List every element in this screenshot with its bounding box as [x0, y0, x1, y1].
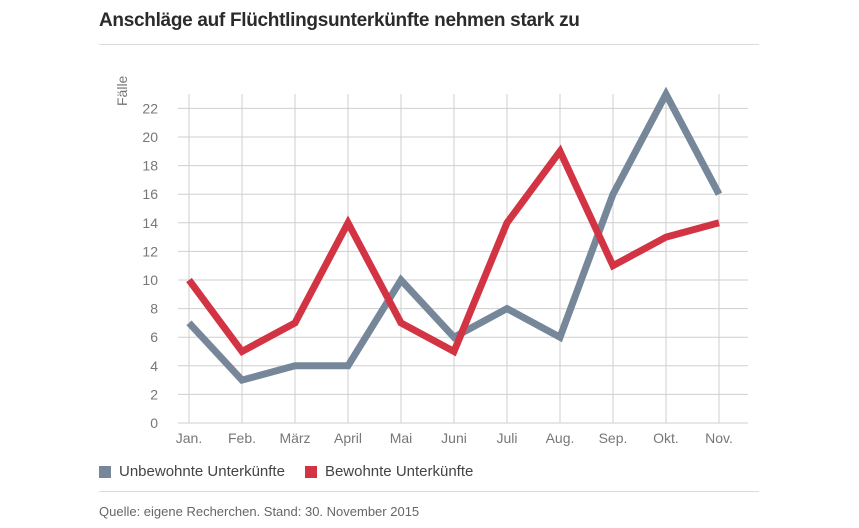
y-tick-label: 6 — [150, 329, 158, 345]
y-tick-label: 18 — [142, 158, 158, 174]
legend-swatch — [99, 465, 111, 478]
x-tick-label: Mai — [390, 430, 413, 446]
x-tick-label: Aug. — [546, 430, 575, 446]
y-tick-label: 16 — [142, 186, 158, 202]
legend-item-bewohnte: Bewohnte Unterkünfte — [304, 463, 474, 480]
legend-swatch — [304, 465, 317, 478]
x-tick-labels: Jan. Feb. März April Mai Juni Juli Aug. Sep. Okt.… — [176, 430, 733, 446]
y-tick-label: 14 — [142, 215, 158, 231]
chart-title: Anschläge auf Flüchtlingsunterkünfte neh… — [99, 10, 580, 31]
legend-item-unbewohnte: Unbewohnte Unterkünfte — [99, 463, 285, 480]
series-line-unbewohnte — [186, 86, 723, 385]
source-note: Quelle: eigene Recherchen. Stand: 30. No… — [99, 504, 420, 519]
x-tick-label: Feb. — [228, 430, 256, 446]
legend: Unbewohnte Unterkünfte Bewohnte Unterkün… — [99, 463, 493, 480]
footer-divider — [99, 491, 759, 492]
y-tick-label: 22 — [142, 100, 158, 116]
legend-label: Bewohnte Unterkünfte — [324, 463, 474, 480]
x-tick-label: Okt. — [653, 430, 679, 446]
x-tick-label: Sep. — [599, 430, 628, 446]
y-tick-label: 2 — [150, 386, 158, 402]
title-divider — [99, 44, 759, 45]
legend-label: Unbewohnte Unterkünfte — [119, 463, 285, 480]
y-tick-label: 20 — [142, 129, 158, 145]
y-tick-label: 8 — [150, 301, 158, 317]
x-tick-label: Jan. — [176, 430, 202, 446]
x-tick-label: April — [334, 430, 362, 446]
y-axis-label: Fälle — [114, 75, 130, 106]
x-tick-label: Nov. — [705, 430, 733, 446]
x-tick-label: Juni — [441, 430, 467, 446]
x-tick-label: März — [279, 430, 310, 446]
y-tick-label: 4 — [150, 358, 158, 374]
y-tick-label: 0 — [150, 415, 158, 431]
x-tick-label: Juli — [496, 430, 517, 446]
series-lines — [186, 86, 723, 385]
y-tick-labels: 0 2 4 6 8 10 12 14 16 18 20 22 — [142, 100, 158, 431]
series-line-bewohnte — [186, 144, 720, 357]
y-tick-label: 12 — [142, 243, 158, 259]
y-tick-label: 10 — [142, 272, 158, 288]
